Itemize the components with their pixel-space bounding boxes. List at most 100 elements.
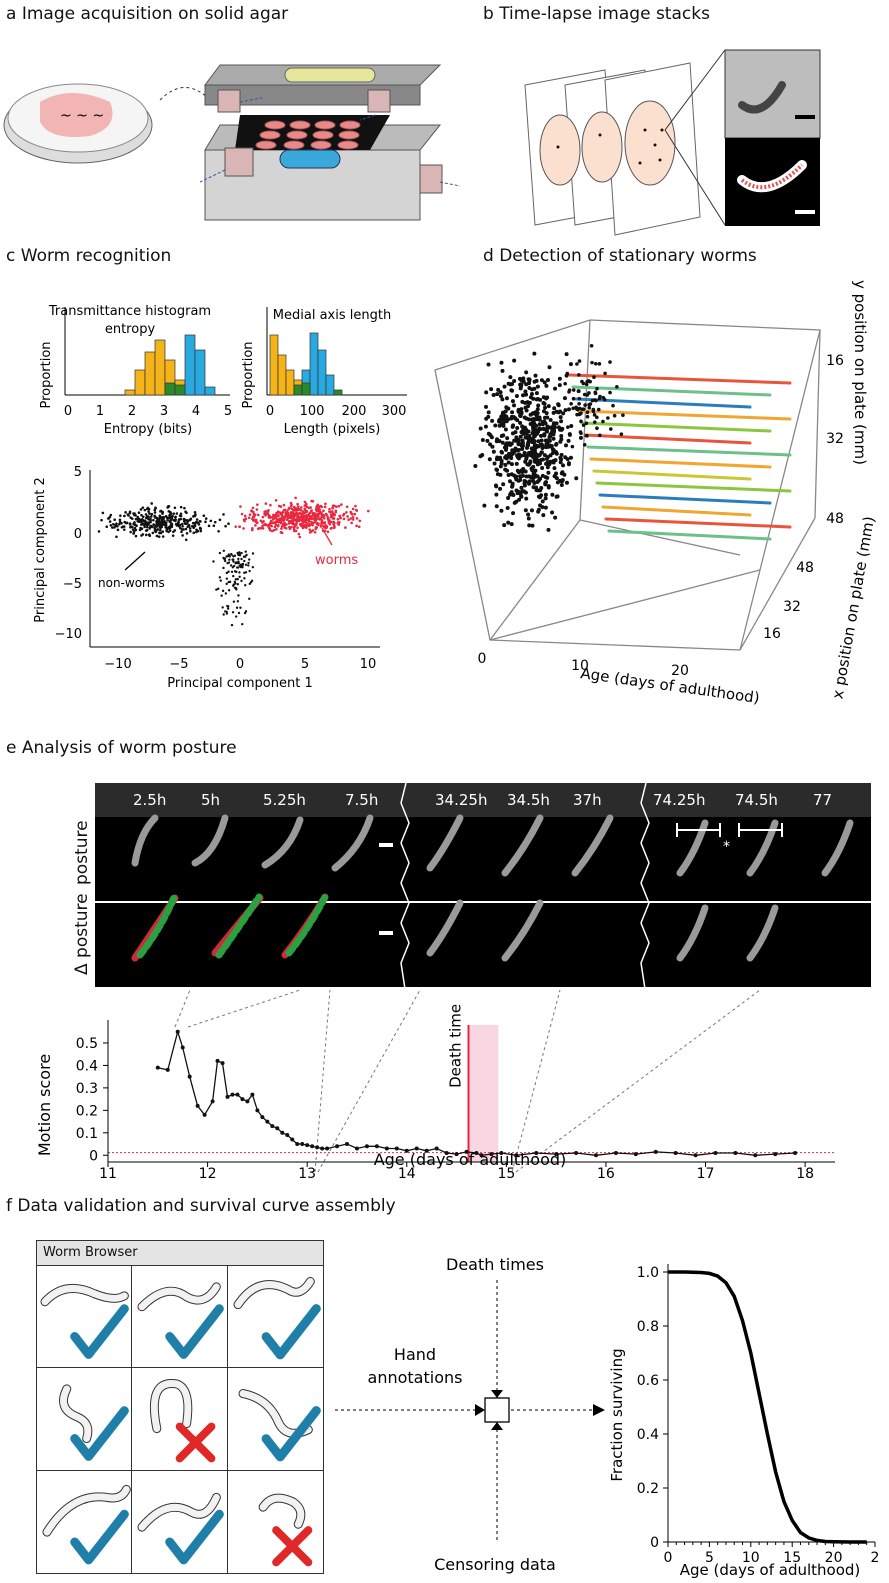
motion-point	[165, 1067, 170, 1072]
motion-point	[295, 1142, 300, 1147]
motion-point	[210, 1099, 215, 1104]
hist2-tick: 300	[382, 404, 407, 419]
hist1-tick: 1	[96, 404, 104, 419]
surv-xtick: 15	[783, 1550, 801, 1566]
motion-xtick: 11	[99, 1166, 117, 1182]
stationary-track	[577, 409, 792, 421]
motion-xlabel: Age (days of adulthood)	[374, 1150, 567, 1169]
motion-point	[364, 1144, 369, 1149]
hist2-ylabel: Proportion	[241, 341, 256, 408]
motion-point	[633, 1152, 638, 1157]
motion-point	[753, 1153, 758, 1158]
worms-label: worms	[315, 553, 358, 568]
motion-ytick: 0.4	[76, 1058, 98, 1074]
check-icon	[70, 1406, 129, 1462]
hist1-ylabel: Proportion	[39, 341, 54, 408]
timepoint-header: 2.5h 5h 5.25h 7.5h 34.25h 34.5h 37h 74.2…	[95, 783, 871, 817]
motion-point	[285, 1133, 290, 1138]
surv-xlabel: Age (days of adulthood)	[680, 1561, 861, 1579]
worm-browser-title: Worm Browser	[37, 1241, 323, 1266]
entropy-histogram: Transmittance histogram entropy Proporti…	[39, 304, 232, 437]
stationary-track	[586, 445, 792, 457]
worm-browser-cell[interactable]	[228, 1471, 323, 1573]
hist2-tick: 200	[342, 404, 367, 419]
stationary-track	[604, 517, 792, 529]
stationary-track	[580, 421, 772, 433]
x-axis-label: x position on plate (mm)	[828, 515, 878, 700]
annotation-flow-diagram: Death times Hand annotations Censoring d…	[335, 1255, 605, 1574]
worm-browser-cell[interactable]	[37, 1368, 133, 1471]
stationary-track	[583, 433, 752, 445]
worm-thumbnail	[40, 1283, 129, 1359]
motion-point	[733, 1151, 738, 1156]
surv-ytick: 0	[650, 1535, 659, 1551]
stationary-track	[598, 493, 772, 505]
worm-browser-cell[interactable]	[227, 1266, 323, 1369]
timepoint-label: 74.5h	[735, 791, 778, 809]
check-icon	[261, 1406, 321, 1462]
motion-point	[180, 1045, 185, 1050]
y-tick: 16	[826, 353, 844, 369]
surv-ytick: 1.0	[637, 1265, 659, 1281]
x-tick: 16	[763, 626, 781, 642]
surv-ytick: 0.2	[637, 1481, 659, 1497]
surv-ytick: 0.8	[637, 1319, 659, 1335]
censoring-data-label: Censoring data	[434, 1555, 556, 1574]
pca-ylabel: Principal component 2	[33, 477, 48, 622]
motion-point	[464, 1149, 469, 1154]
motion-point	[202, 1112, 207, 1117]
cross-icon	[176, 1422, 216, 1463]
worm-browser-cell[interactable]	[132, 1368, 228, 1471]
worm-browser-cell[interactable]	[37, 1266, 133, 1369]
motion-point	[479, 1153, 484, 1158]
worm-browser-cell[interactable]	[132, 1470, 228, 1573]
motion-point	[280, 1130, 285, 1135]
hist1-tick: 3	[160, 404, 168, 419]
pca-xtick: −10	[104, 657, 131, 672]
motion-point	[275, 1126, 280, 1131]
hist1-title: Transmittance histogram	[48, 304, 211, 319]
surv-xtick: 0	[664, 1550, 673, 1566]
pca-xtick: −5	[169, 657, 188, 672]
motion-xtick: 14	[398, 1166, 416, 1182]
motion-point	[230, 1092, 235, 1097]
motion-point	[215, 1058, 220, 1063]
motion-point	[673, 1151, 678, 1156]
stationary-track	[574, 397, 752, 409]
imaging-apparatus-illustration: ~ ~ ~	[3, 64, 461, 221]
motion-point	[195, 1103, 200, 1108]
surv-ylabel: Fraction surviving	[608, 1348, 626, 1481]
time-lapse-stack-illustration	[524, 49, 821, 236]
motion-point	[250, 1092, 255, 1097]
y-tick: 32	[826, 431, 844, 447]
worm-browser-cell[interactable]	[227, 1368, 323, 1471]
motion-point	[240, 1097, 245, 1102]
check-icon	[261, 1304, 321, 1360]
timepoint-label: 7.5h	[345, 791, 379, 809]
pca-xtick: 0	[236, 657, 244, 672]
motion-point	[593, 1153, 598, 1158]
motion-point	[554, 1152, 559, 1157]
motion-point	[335, 1144, 340, 1149]
motion-point	[454, 1152, 459, 1157]
motion-point	[414, 1146, 419, 1151]
motion-point	[574, 1151, 579, 1156]
stationary-track	[595, 481, 792, 493]
age-axis-label: Age (days of adulthood)	[579, 664, 760, 707]
surv-xtick: 10	[742, 1550, 760, 1566]
check-icon	[165, 1509, 225, 1565]
motion-point	[444, 1151, 449, 1156]
motion-point	[325, 1146, 330, 1151]
panel-f-title: f Data validation and survival curve ass…	[6, 1196, 396, 1216]
surv-ytick: 0.4	[637, 1427, 659, 1443]
stationary-track	[571, 385, 772, 397]
hist1-tick: 5	[224, 404, 232, 419]
worm-browser-cell[interactable]	[132, 1266, 228, 1369]
hist1-title-2: entropy	[105, 322, 156, 337]
merge-box	[484, 1397, 510, 1423]
motion-point	[255, 1108, 260, 1113]
pca-ytick: −5	[63, 577, 82, 592]
worm-browser-cell[interactable]	[37, 1470, 133, 1573]
worm-thumbnail	[59, 1384, 129, 1462]
surv-xtick: 20	[825, 1550, 843, 1566]
